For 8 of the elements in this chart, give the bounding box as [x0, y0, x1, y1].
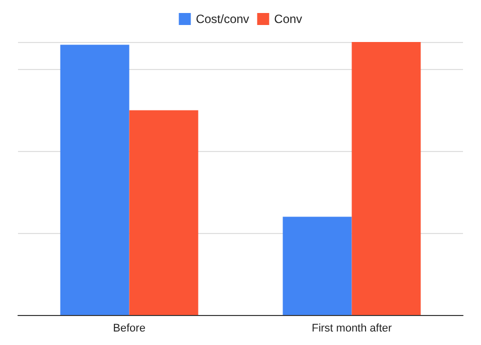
bar — [60, 44, 130, 315]
legend-label: Conv — [274, 12, 302, 26]
x-tick-label: Before — [113, 322, 146, 334]
legend-label: Cost/conv — [196, 12, 250, 26]
bar — [282, 216, 352, 315]
x-tick-label: First month after — [312, 322, 392, 334]
bar — [352, 42, 421, 315]
bar — [129, 110, 198, 315]
